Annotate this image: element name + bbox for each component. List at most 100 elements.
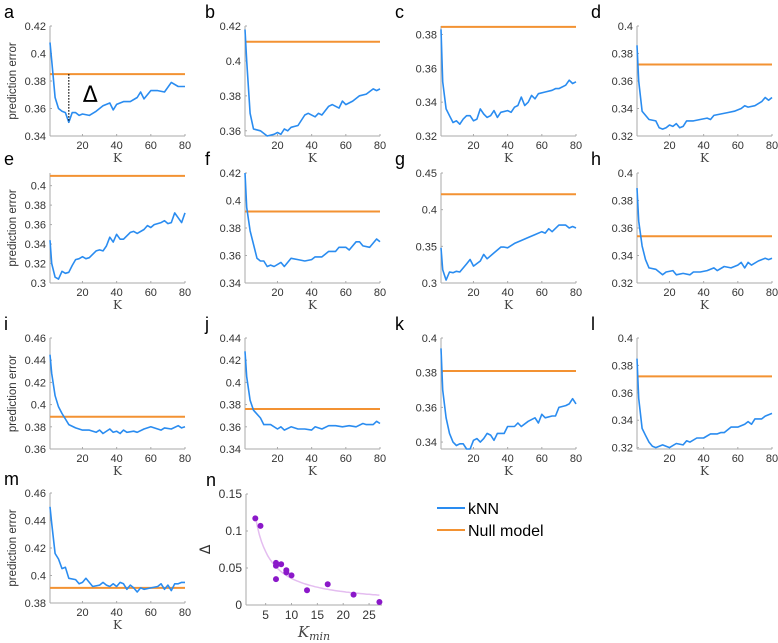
y-tick-label: 0.15 [219,487,243,501]
y-tick-label: 0.34 [416,97,437,109]
x-tick-label: 80 [570,140,582,152]
y-tick-label: 0.4 [226,377,241,389]
knn-line [636,188,773,276]
x-tick-label: 60 [340,453,352,465]
y-tick-label: 0.44 [25,355,46,367]
knn-line [244,172,381,268]
x-axis-label: K [504,151,514,165]
y-tick-label: 0.32 [612,443,633,455]
y-tick-label: 0.4 [31,400,46,412]
x-tick-label: 10 [285,608,299,622]
panel-label: n [206,470,216,490]
knn-line [244,351,381,431]
x-tick-label: 80 [374,453,386,465]
x-tick-label: 40 [111,607,123,619]
y-tick-label: 0.42 [220,168,241,180]
panel-j: j 0.34 0.36 0.38 0.4 0.42 0.44 20 40 60 80 K [204,314,386,478]
y-tick-label: 0.3 [31,278,46,290]
x-tick-label: 80 [179,287,191,299]
y-tick-label: 0.32 [25,259,46,271]
x-tick-label: 80 [179,453,191,465]
y-tick-label: 0.36 [25,220,46,232]
y-tick-label: 0.38 [612,49,633,61]
y-tick-label: 0.42 [25,377,46,389]
panel-i: i 0.36 0.38 0.4 0.42 0.44 0.46 20 40 60 80 Kpredict… [4,314,191,478]
panel-a: a 0.34 0.36 0.38 0.4 0.42 20 40 60 80 Kprediction … [4,2,191,165]
y-tick-label: 0.45 [416,168,437,180]
x-tick-label: 80 [766,453,778,465]
x-tick-label: 40 [502,453,514,465]
x-axis-label: K [504,464,514,478]
y-tick-label: 0.32 [612,278,633,290]
x-tick-label: 60 [340,140,352,152]
y-tick-label: 0.44 [220,333,241,345]
x-tick-label: 80 [179,140,191,152]
panel-label: l [591,314,595,334]
y-tick-label: 0.05 [219,561,243,575]
x-tick-label: 60 [536,453,548,465]
x-tick-label: 20 [467,453,479,465]
scatter-point [288,572,295,579]
scatter-point [257,522,264,529]
y-tick-label: 0.32 [416,131,437,143]
x-axis-label: K [308,151,318,165]
x-tick-label: 80 [179,607,191,619]
panel-label: h [591,149,601,169]
x-tick-label: 60 [732,140,744,152]
knn-line [636,45,773,130]
x-axis-label: Kmin [297,623,330,643]
y-tick-label: 0.34 [220,278,241,290]
y-tick-label: 0.4 [226,56,241,68]
x-axis-label: K [504,298,514,312]
y-axis-label: prediction error [7,355,19,433]
y-axis-label: prediction error [7,509,19,587]
knn-line [49,42,185,124]
y-tick-label: 0.38 [612,360,633,372]
y-tick-label: 0.38 [25,200,46,212]
y-tick-label: 0.4 [226,196,241,208]
x-tick-label: 20 [271,453,283,465]
y-tick-label: 0.36 [25,104,46,116]
y-tick-label: 0.44 [25,516,46,528]
panel-n: n 0 0.05 0.1 0.15 5 10 15 20 25 Kmin Δ [198,470,383,643]
x-tick-label: 40 [698,140,710,152]
y-tick-label: 0.36 [220,126,241,138]
x-tick-label: 60 [536,140,548,152]
knn-line [636,358,773,449]
panel-e: e 0.3 0.32 0.34 0.36 0.38 0.4 20 40 60 80 Kpredicti… [4,149,191,312]
knn-line [244,29,381,137]
y-tick-label: 0.38 [25,422,46,434]
y-tick-label: 0.36 [612,388,633,400]
scatter-point [304,587,311,594]
scatter-point [278,561,285,568]
y-tick-label: 0.34 [416,437,437,449]
y-tick-label: 0.38 [25,76,46,88]
x-axis-label: K [113,151,123,165]
y-tick-label: 0.42 [220,355,241,367]
x-tick-label: 20 [663,140,675,152]
y-tick-label: 0.4 [618,333,633,345]
y-tick-label: 0.36 [220,422,241,434]
panel-label: b [205,2,215,22]
panel-label: e [4,149,14,169]
y-tick-label: 0.38 [220,400,241,412]
x-tick-label: 20 [76,140,88,152]
x-tick-label: 80 [766,287,778,299]
y-tick-label: 0.35 [416,241,437,253]
x-tick-label: 80 [570,287,582,299]
panel-label: j [204,314,209,334]
x-tick-label: 60 [145,140,157,152]
x-tick-label: 40 [306,453,318,465]
x-tick-label: 40 [502,140,514,152]
x-tick-label: 60 [145,453,157,465]
x-tick-label: 20 [663,453,675,465]
x-tick-label: 40 [698,453,710,465]
x-tick-label: 40 [502,287,514,299]
y-tick-label: 0.4 [31,49,46,61]
y-tick-label: 0.34 [25,131,46,143]
scatter-point [252,515,259,522]
panel-label: f [205,149,211,169]
scatter-point [350,591,357,598]
x-tick-label: 15 [311,608,325,622]
y-tick-label: 0.32 [612,131,633,143]
